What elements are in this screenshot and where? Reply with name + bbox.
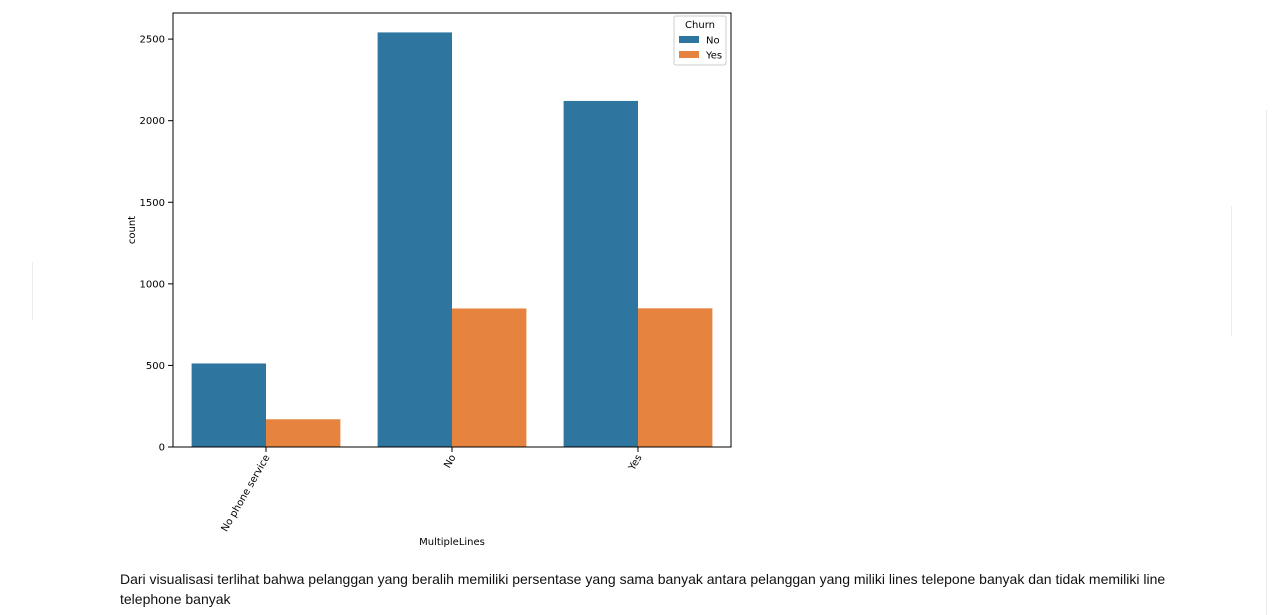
cell-border-right: [1231, 206, 1232, 336]
x-tick-label: No: [442, 453, 458, 470]
y-axis: 0 500 1000 1500 2000 2500: [140, 35, 173, 454]
legend-label-no: No: [706, 36, 720, 47]
y-tick-label: 1000: [140, 279, 165, 290]
caption-text: Dari visualisasi terlihat bahwa pelangga…: [120, 571, 1166, 607]
y-tick-label: 1500: [140, 198, 165, 209]
bar-no-0: [191, 363, 266, 447]
legend-swatch-yes: [679, 51, 699, 58]
bar-yes-2: [638, 308, 713, 447]
legend: Churn No Yes: [673, 15, 727, 66]
y-tick-label: 2000: [140, 116, 165, 127]
y-tick-label: 500: [146, 361, 165, 372]
bar-no-1: [377, 32, 452, 447]
legend-swatch-no: [679, 36, 699, 43]
scroll-edge: [1266, 110, 1267, 615]
x-axis: No phone service No Yes: [220, 447, 645, 534]
cell-border-left: [32, 262, 33, 320]
bar-yes-1: [452, 308, 527, 447]
x-tick-label: No phone service: [220, 453, 273, 534]
bars-group: [191, 32, 713, 447]
legend-title: Churn: [685, 20, 715, 31]
legend-label-yes: Yes: [705, 51, 722, 62]
bar-yes-0: [266, 419, 341, 447]
x-tick-label: Yes: [626, 453, 644, 473]
bar-no-2: [563, 100, 638, 447]
y-axis-label: count: [127, 216, 138, 244]
x-axis-label: MultipleLines: [419, 537, 485, 548]
y-tick-label: 2500: [140, 35, 165, 46]
y-tick-label: 0: [159, 443, 165, 454]
bar-chart: 0 500 1000 1500 2000 2500 No phone service No Y…: [127, 12, 732, 548]
